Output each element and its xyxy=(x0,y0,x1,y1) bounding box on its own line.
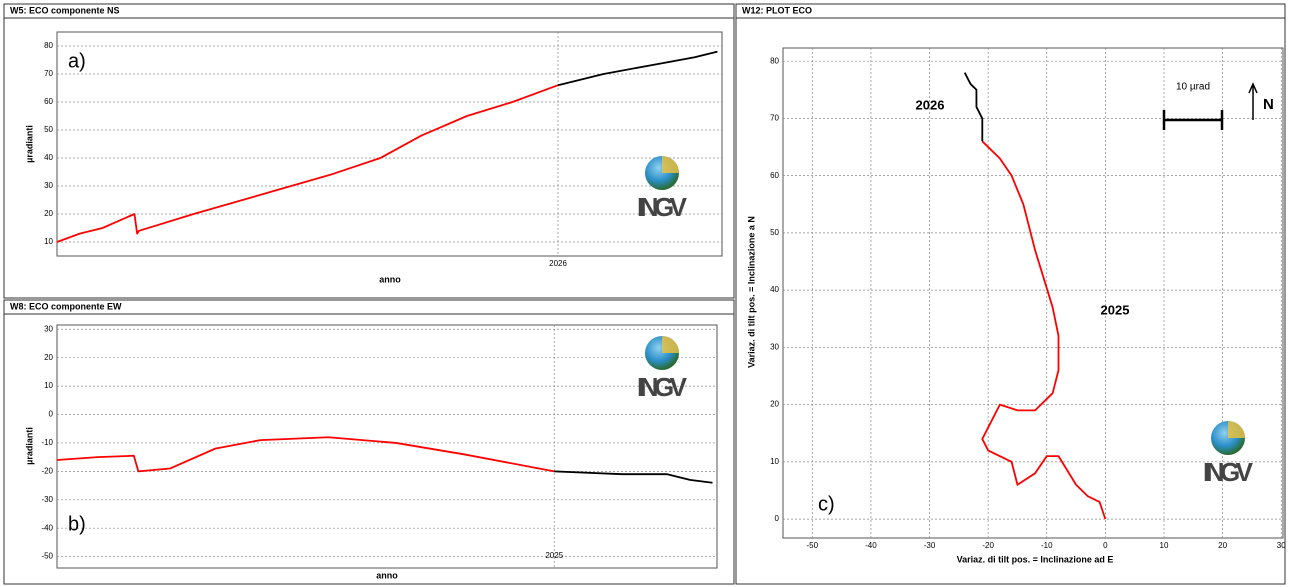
data-line xyxy=(981,140,1107,520)
y-tick-label: 10 xyxy=(44,381,53,390)
x-tick-label: 30 xyxy=(1277,541,1286,550)
y-tick-label: 80 xyxy=(770,56,779,65)
panel xyxy=(3,299,735,585)
x-tick-label: -10 xyxy=(1041,541,1053,550)
y-tick-label: 20 xyxy=(770,400,779,409)
series-label: 2025 xyxy=(1101,302,1130,317)
logo-globe-patch xyxy=(662,336,679,353)
x-tick-label: 10 xyxy=(1160,541,1169,550)
plot-area xyxy=(782,47,1284,539)
data-line xyxy=(963,72,984,142)
logo-globe-patch xyxy=(662,156,679,173)
plot-area xyxy=(56,324,718,569)
x-axis-label: Variaz. di tilt pos. = Inclinazione ad E xyxy=(957,554,1114,564)
y-tick-label: 50 xyxy=(44,125,53,134)
y-tick-label: 20 xyxy=(44,209,53,218)
data-line xyxy=(554,470,713,484)
y-tick-label: 0 xyxy=(49,410,54,419)
x-tick-label: -30 xyxy=(924,541,936,550)
north-arrow xyxy=(1248,82,1258,120)
x-tick-label: 0 xyxy=(1103,541,1108,550)
y-tick-label: 80 xyxy=(44,41,53,50)
y-tick-label: 10 xyxy=(770,457,779,466)
y-tick-label: 30 xyxy=(44,181,53,190)
y-tick-label: -30 xyxy=(41,495,53,504)
y-tick-label: -40 xyxy=(41,523,53,532)
panel-annotation: b) xyxy=(68,513,86,535)
y-tick-label: 0 xyxy=(775,514,780,523)
x-tick-label: -20 xyxy=(982,541,994,550)
y-tick-label: 70 xyxy=(770,114,779,123)
x-tick-label: -40 xyxy=(865,541,877,550)
y-tick-label: 10 xyxy=(44,237,53,246)
logo-text: INGV xyxy=(637,372,688,402)
y-tick-label: -10 xyxy=(41,438,53,447)
x-tick-label: 2026 xyxy=(549,259,567,268)
panel-title: W8: ECO componente EW xyxy=(10,301,122,311)
panel-title: W12: PLOT ECO xyxy=(742,5,812,15)
y-axis-label: µradianti xyxy=(24,427,34,465)
x-tick-label: -50 xyxy=(807,541,819,550)
x-axis-label: anno xyxy=(376,570,398,580)
panel xyxy=(735,3,1286,585)
logo-text: INGV xyxy=(637,192,688,222)
scale-bar xyxy=(1162,110,1224,130)
panel-annotation: a) xyxy=(68,50,86,72)
y-tick-label: 30 xyxy=(770,342,779,351)
y-tick-label: 40 xyxy=(44,153,53,162)
y-tick-label: -50 xyxy=(41,552,53,561)
logo-text: INGV xyxy=(1203,457,1254,487)
y-axis-label: Variaz. di tilt pos. = Inclinazione a N xyxy=(746,216,756,368)
data-line xyxy=(557,50,718,87)
plot-area xyxy=(56,31,723,257)
series-label: 2026 xyxy=(916,97,945,112)
x-tick-label: 2025 xyxy=(545,551,563,560)
panel-title: W5: ECO componente NS xyxy=(10,5,120,15)
x-tick-label: 20 xyxy=(1218,541,1227,550)
y-tick-label: -20 xyxy=(41,466,53,475)
panel xyxy=(3,3,735,299)
logo-globe-patch xyxy=(1228,421,1245,438)
data-line xyxy=(56,84,559,243)
y-tick-label: 20 xyxy=(44,353,53,362)
x-axis-label: anno xyxy=(379,274,401,284)
data-line xyxy=(56,436,555,473)
north-label: N xyxy=(1263,96,1274,113)
y-tick-label: 60 xyxy=(44,97,53,106)
y-axis-label: µradianti xyxy=(24,125,34,163)
y-tick-label: 70 xyxy=(44,69,53,78)
y-tick-label: 60 xyxy=(770,171,779,180)
y-tick-label: 30 xyxy=(44,324,53,333)
y-tick-label: 50 xyxy=(770,228,779,237)
scale-label: 10 µrad xyxy=(1176,82,1210,93)
y-tick-label: 40 xyxy=(770,285,779,294)
panel-annotation: c) xyxy=(818,493,835,515)
